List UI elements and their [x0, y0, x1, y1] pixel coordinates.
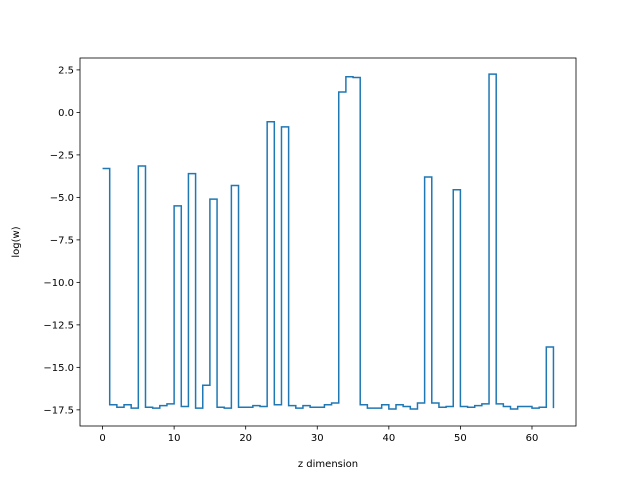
- x-axis-ticks: 0 10 20 30 40 50 60: [99, 426, 538, 444]
- y-tick-label: −10.0: [43, 278, 74, 289]
- plot-frame: [79, 57, 577, 427]
- y-tick-label: −15.0: [43, 363, 74, 374]
- plot-area: [79, 57, 577, 427]
- series-line: [102, 73, 555, 410]
- y-tick-label: −2.5: [50, 150, 74, 161]
- y-tick-label: −5.0: [50, 193, 74, 204]
- y-tick-label: −17.5: [43, 405, 74, 416]
- x-tick-label: 20: [239, 433, 252, 444]
- y-axis-ticks: 2.5 0.0 −2.5 −5.0 −7.5 −10.0 −12.5 −15.0 −17.5: [43, 65, 80, 416]
- x-tick-label: 30: [311, 433, 324, 444]
- x-tick-label: 0: [99, 433, 105, 444]
- y-tick-label: 0.0: [58, 108, 74, 119]
- x-tick-label: 40: [382, 433, 395, 444]
- x-tick-label: 60: [526, 433, 539, 444]
- y-axis-label: log(w): [11, 226, 22, 257]
- x-tick-label: 50: [454, 433, 467, 444]
- x-tick-label: 10: [168, 433, 181, 444]
- y-tick-label: −7.5: [50, 235, 74, 246]
- x-axis-label: z dimension: [298, 459, 358, 470]
- y-tick-label: 2.5: [58, 65, 74, 76]
- y-tick-label: −12.5: [43, 320, 74, 331]
